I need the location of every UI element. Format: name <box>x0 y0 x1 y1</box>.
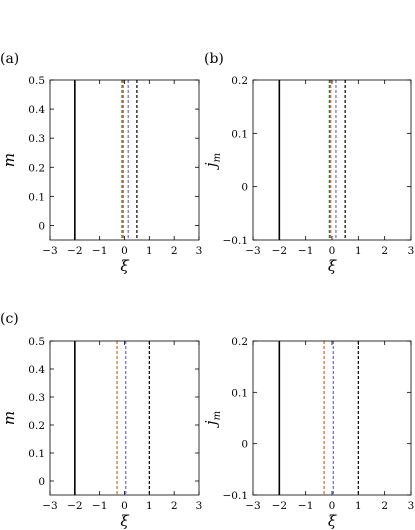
y-axis-label: jm <box>202 153 223 170</box>
panel-label: (b) <box>204 51 224 67</box>
x-axis-label: ξ <box>328 512 337 530</box>
plot-frame <box>252 340 412 496</box>
plot-frame <box>49 340 200 496</box>
panel-label: (a) <box>0 51 19 67</box>
panel-label: (c) <box>0 311 19 327</box>
plot-frame <box>49 79 200 241</box>
y-tick-label: −0.1 <box>223 235 249 247</box>
x-tick-label: −1 <box>92 245 107 257</box>
x-tick-label: 2 <box>171 245 178 257</box>
x-axis-label: ξ <box>120 257 129 275</box>
x-tick-label: −2 <box>67 245 82 257</box>
chart-panel-1: −3 −2 −1 0 1 2 3 0 0.1 0.2 0.3 0.4 0.5 ξ m (a) <box>0 51 202 275</box>
y-tick-label: 0.2 <box>28 420 45 432</box>
chart-panel-3: −3 −2 −1 0 1 2 3 0 0.1 0.2 0.3 0.4 0.5 ξ m (c) <box>0 311 202 530</box>
x-tick-label: 0 <box>329 245 336 257</box>
y-axis-label: jm <box>202 411 223 428</box>
x-tick-label: 0 <box>121 245 128 257</box>
y-tick-label: 0 <box>38 476 45 488</box>
x-tick-label: 0 <box>121 500 128 512</box>
x-tick-label: 3 <box>196 245 203 257</box>
y-axis-label: m <box>0 411 18 425</box>
y-tick-label: −0.1 <box>223 490 249 502</box>
x-tick-label: −1 <box>92 500 107 512</box>
y-tick-label: 0.1 <box>231 387 248 399</box>
x-tick-label: 1 <box>355 245 362 257</box>
y-tick-label: 0.2 <box>231 336 248 348</box>
x-tick-label: 1 <box>146 245 153 257</box>
y-tick-label: 0.5 <box>28 336 45 348</box>
x-tick-label: −3 <box>245 245 260 257</box>
x-tick-label: 2 <box>381 500 388 512</box>
y-axis-label: m <box>0 153 18 167</box>
y-tick-label: 0.4 <box>28 364 45 376</box>
x-tick-label: 3 <box>196 500 203 512</box>
x-tick-label: 0 <box>329 500 336 512</box>
x-tick-label: −1 <box>298 245 313 257</box>
x-tick-label: 2 <box>381 245 388 257</box>
chart-panel-4: −3 −2 −1 0 1 2 3 −0.1 0 0.1 0.2 ξ jm <box>202 336 414 530</box>
y-tick-label: 0.3 <box>28 392 45 404</box>
x-tick-label: 2 <box>171 500 178 512</box>
x-tick-label: 3 <box>408 500 415 512</box>
x-tick-label: −2 <box>272 500 287 512</box>
y-tick-label: 0 <box>241 439 248 451</box>
x-tick-label: 1 <box>146 500 153 512</box>
x-tick-label: −1 <box>298 500 313 512</box>
x-tick-label: 3 <box>408 245 415 257</box>
y-tick-label: 0.2 <box>28 162 45 174</box>
x-tick-label: 1 <box>355 500 362 512</box>
x-tick-label: −3 <box>245 500 260 512</box>
y-tick-label: 0.1 <box>28 448 45 460</box>
y-tick-label: 0.4 <box>28 104 45 116</box>
y-tick-label: 0.1 <box>231 128 248 140</box>
x-axis-label: ξ <box>120 512 129 530</box>
plot-frame <box>252 79 412 241</box>
y-tick-label: 0.3 <box>28 133 45 145</box>
y-tick-label: 0.5 <box>28 75 45 87</box>
x-tick-label: −3 <box>42 245 57 257</box>
x-axis-label: ξ <box>328 257 337 275</box>
y-tick-label: 0 <box>38 220 45 232</box>
x-tick-label: −3 <box>42 500 57 512</box>
y-tick-label: 0.1 <box>28 191 45 203</box>
x-tick-label: −2 <box>272 245 287 257</box>
y-tick-label: 0.2 <box>231 75 248 87</box>
x-tick-label: −2 <box>67 500 82 512</box>
y-tick-label: 0 <box>241 182 248 194</box>
chart-panel-2: −3 −2 −1 0 1 2 3 −0.1 0 0.1 0.2 ξ jm (b) <box>202 51 414 275</box>
